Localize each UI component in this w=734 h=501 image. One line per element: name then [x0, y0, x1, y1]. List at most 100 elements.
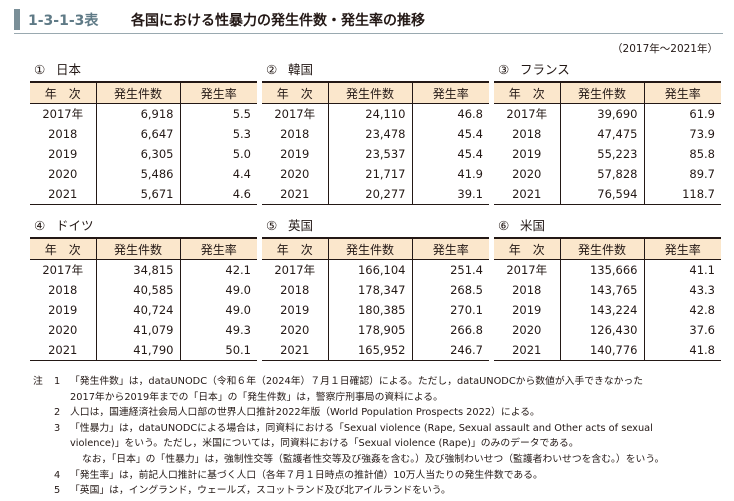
rate-cell: 39.1	[457, 187, 483, 201]
note-number: 4	[54, 469, 61, 481]
rate-cell: 45.4	[457, 147, 483, 161]
col-header-count: 発生件数	[96, 238, 181, 260]
rate-cell: 42.1	[225, 263, 251, 277]
count-cell: 143,765	[560, 280, 645, 300]
count-cell: 166,104	[328, 259, 413, 280]
count-cell: 23,478	[328, 124, 413, 144]
count-cell: 126,430	[560, 320, 645, 340]
count-cell: 47,475	[560, 124, 645, 144]
table-row: 2019 23,537 45.4	[262, 144, 489, 164]
country-number: ①	[34, 62, 46, 77]
count-cell: 180,385	[328, 300, 413, 320]
year-cell: 2021	[494, 184, 561, 205]
year-cell: 2021	[494, 340, 561, 361]
table-row: 2018 178,347 268.5	[262, 280, 489, 300]
country-caption: ⑤ 英国	[266, 218, 489, 234]
col-header-rate: 発生率	[180, 238, 257, 260]
count-cell: 41,079	[96, 320, 181, 340]
country-block: ③ フランス年 次発生件数 発生率 2017年 39,690 61.9 2018 47,475…	[494, 62, 721, 205]
table-row: 2021 165,952 246.7	[262, 340, 489, 361]
count-cell: 5,671	[96, 184, 181, 205]
count-cell: 6,647	[96, 124, 181, 144]
table-row: 2018 143,765 43.3	[494, 280, 721, 300]
table-row: 2018 23,478 45.4	[262, 124, 489, 144]
col-header-rate: 発生率	[644, 238, 721, 260]
country-name: フランス	[520, 62, 570, 77]
country-caption: ③ フランス	[498, 62, 721, 78]
count-cell: 41,790	[96, 340, 181, 361]
page-title: 各国における性暴力の発生件数・発生率の推移	[131, 13, 425, 29]
country-name: 英国	[288, 218, 314, 233]
table-header-row: 年 次発生件数 発生率	[30, 82, 257, 104]
year-cell: 2020	[494, 320, 561, 340]
col-header-rate: 発生率	[412, 82, 489, 104]
rate-cell: 268.5	[450, 283, 483, 297]
col-header-year: 年 次	[262, 82, 329, 104]
rate-cell: 49.0	[225, 283, 251, 297]
country-caption: ④ ドイツ	[34, 218, 257, 234]
col-header-count: 発生件数	[560, 238, 645, 260]
col-header-rate: 発生率	[180, 82, 257, 104]
table-header-row: 年 次発生件数 発生率	[494, 82, 721, 104]
note-number: 5	[54, 485, 61, 497]
table-header-row: 年 次発生件数 発生率	[494, 238, 721, 260]
count-cell: 178,347	[328, 280, 413, 300]
note-line: 2017年から2019年までの「日本」の「発生件数」は，警察庁刑事局の資料による…	[34, 390, 724, 406]
note-line: 3 「性暴力」は，dataUNODCによる場合は，同資料における「Sexual v…	[34, 421, 724, 437]
note-line: なお，「日本」の「性暴力」は，強制性交等（監護者性交等及び強姦を含む。）及び強制…	[34, 452, 724, 468]
year-cell: 2017年	[494, 103, 561, 124]
table-row: 2017年 135,666 41.1	[494, 259, 721, 280]
note-line: 4 「発生率」は，前記人口推計に基づく人口（各年７月１日時点の推計値）10万人当た…	[34, 468, 724, 484]
table-row: 2017年 34,815 42.1	[30, 259, 257, 280]
count-cell: 57,828	[560, 164, 645, 184]
table-row: 2020 178,905 266.8	[262, 320, 489, 340]
year-cell: 2019	[494, 144, 561, 164]
table-row: 2017年 39,690 61.9	[494, 103, 721, 124]
col-header-rate: 発生率	[644, 82, 721, 104]
note-text: 「英国」は，イングランド，ウェールズ，スコットランド及び北アイルランドをいう。	[70, 485, 451, 497]
year-cell: 2018	[30, 280, 97, 300]
rate-cell: 42.8	[689, 303, 715, 317]
year-cell: 2018	[494, 280, 561, 300]
rate-cell: 45.4	[457, 127, 483, 141]
note-text: violence)」をいう。ただし，米国については，同資料における「Sexual…	[70, 438, 579, 450]
table-row: 2019 6,305 5.0	[30, 144, 257, 164]
period-label: （2017年〜2021年）	[612, 43, 718, 55]
table-id: 1-3-1-3表	[28, 13, 99, 29]
year-cell: 2021	[262, 184, 329, 205]
country-table: 年 次発生件数 発生率 2017年 6,918 5.5 2018 6,647 5.3 2019 6…	[30, 81, 257, 205]
note-number: 3	[54, 422, 61, 434]
year-cell: 2018	[262, 124, 329, 144]
count-cell: 5,486	[96, 164, 181, 184]
rate-cell: 246.7	[450, 343, 483, 357]
country-number: ⑤	[266, 218, 278, 233]
rate-cell: 41.8	[689, 343, 715, 357]
rate-cell: 4.6	[232, 187, 251, 201]
rate-cell: 89.7	[689, 167, 715, 181]
note-text: 人口は，国連経済社会局人口部の世界人口推計2022年版（World Popula…	[70, 407, 540, 419]
rate-cell: 49.3	[225, 323, 251, 337]
rate-cell: 37.6	[689, 323, 715, 337]
table-row: 2021 76,594 118.7	[494, 184, 721, 205]
country-number: ④	[34, 218, 46, 233]
table-row: 2019 143,224 42.8	[494, 300, 721, 320]
count-cell: 6,918	[96, 103, 181, 124]
table-row: 2021 140,776 41.8	[494, 340, 721, 361]
year-cell: 2019	[494, 300, 561, 320]
table-row: 2017年 166,104 251.4	[262, 259, 489, 280]
title-accent-bar	[14, 9, 20, 30]
year-cell: 2017年	[262, 259, 329, 280]
country-number: ⑥	[498, 218, 510, 233]
rate-cell: 5.0	[232, 147, 251, 161]
col-header-year: 年 次	[262, 238, 329, 260]
col-header-count: 発生件数	[328, 82, 413, 104]
col-header-year: 年 次	[30, 82, 97, 104]
rate-cell: 46.8	[457, 107, 483, 121]
count-cell: 21,717	[328, 164, 413, 184]
rate-cell: 61.9	[689, 107, 715, 121]
table-row: 2019 55,223 85.8	[494, 144, 721, 164]
year-cell: 2018	[262, 280, 329, 300]
table-row: 2017年 6,918 5.5	[30, 103, 257, 124]
year-cell: 2017年	[262, 103, 329, 124]
rate-cell: 270.1	[450, 303, 483, 317]
